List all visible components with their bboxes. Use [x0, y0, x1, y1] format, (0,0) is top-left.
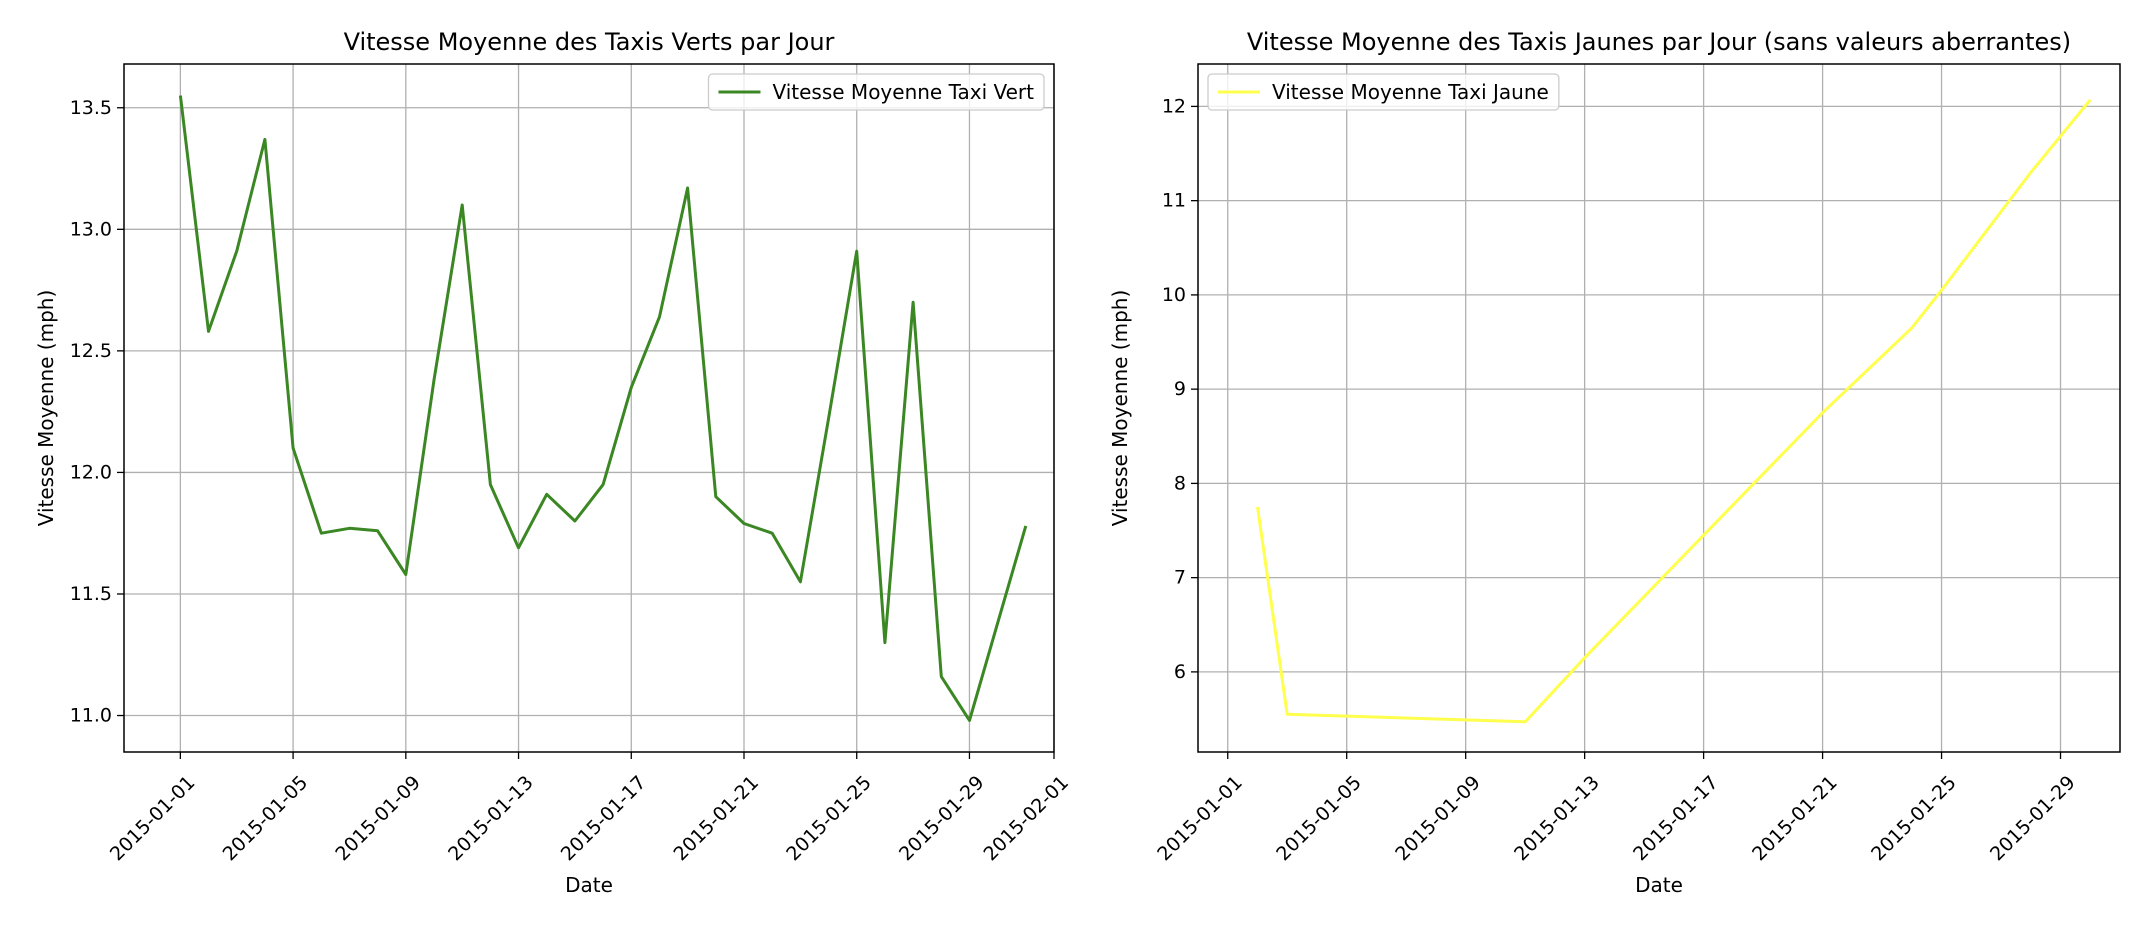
- y-tick-label: 6: [1174, 661, 1186, 683]
- series-line-green: [178, 95, 1028, 722]
- chart-title-yellow: Vitesse Moyenne des Taxis Jaunes par Jou…: [1247, 28, 2071, 56]
- legend-box-yellow: [1207, 73, 1560, 111]
- legend-box-green: [707, 73, 1045, 111]
- y-tick-label: 12: [1162, 95, 1186, 117]
- plot-frame-yellow: [1197, 63, 2121, 753]
- y-axis-label-yellow: Vitesse Moyenne (mph): [1108, 290, 1132, 527]
- plot-frame-green: [123, 63, 1055, 753]
- legend-yellow: Vitesse Moyenne Taxi Jaune: [1207, 73, 1560, 111]
- y-tick-label: 11: [1162, 190, 1186, 212]
- y-tick-label: 7: [1174, 567, 1186, 589]
- y-tick-label: 10: [1162, 284, 1186, 306]
- y-tick-label: 8: [1174, 472, 1186, 494]
- series-line-yellow: [1256, 98, 2092, 724]
- y-tick-label: 11.5: [70, 583, 112, 605]
- y-tick-label: 12.5: [70, 340, 112, 362]
- y-tick-label: 12.0: [70, 461, 112, 483]
- y-tick-label: 13.5: [70, 97, 112, 119]
- chart-title-green: Vitesse Moyenne des Taxis Verts par Jour: [344, 28, 835, 56]
- legend-green: Vitesse Moyenne Taxi Vert: [707, 73, 1045, 111]
- y-axis-label-green: Vitesse Moyenne (mph): [34, 290, 58, 527]
- y-tick-label: 11.0: [70, 705, 112, 727]
- x-axis-label-green: Date: [565, 873, 613, 897]
- legend-label-yellow: Vitesse Moyenne Taxi Jaune: [1272, 80, 1549, 104]
- x-axis-label-yellow: Date: [1635, 873, 1683, 897]
- y-tick-label: 9: [1174, 378, 1186, 400]
- y-tick-label: 13.0: [70, 218, 112, 240]
- legend-label-green: Vitesse Moyenne Taxi Vert: [772, 80, 1034, 104]
